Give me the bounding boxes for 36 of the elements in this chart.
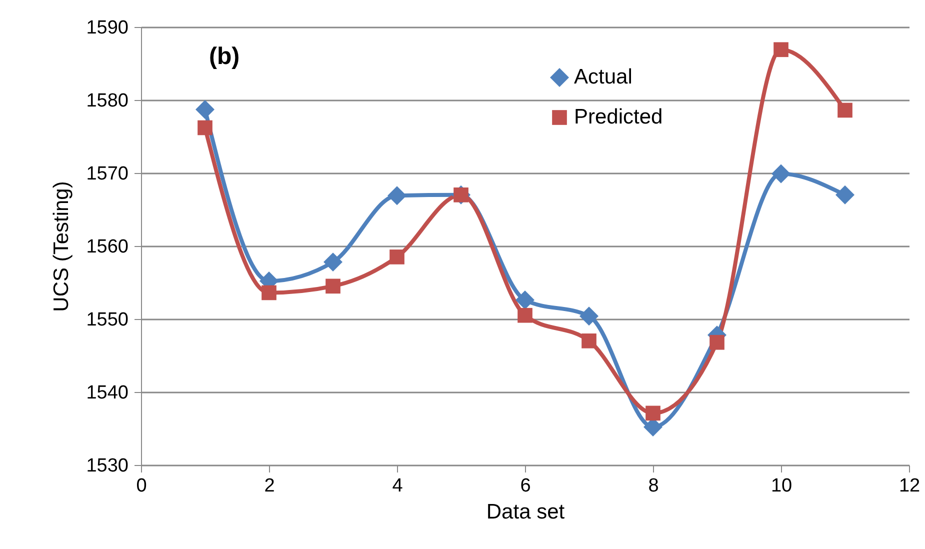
x-tick-label: 4	[392, 476, 404, 496]
x-tick-label: 6	[520, 476, 531, 496]
y-tick-label: 1550	[86, 310, 128, 330]
y-tick-label: 1590	[86, 18, 128, 38]
x-tick-label: 0	[136, 476, 147, 496]
y-tick-label: 1570	[86, 164, 128, 184]
y-tick-label: 1560	[86, 236, 128, 258]
point	[772, 164, 790, 184]
point	[262, 285, 276, 300]
point	[836, 185, 854, 204]
point	[646, 406, 660, 421]
y-axis-title: UCS (Testing)	[50, 181, 74, 312]
legend-label: Predicted	[574, 106, 663, 128]
y-tick-label: 1540	[86, 382, 128, 404]
x-tick-label: 8	[648, 476, 659, 496]
point	[390, 250, 404, 264]
annotation: (b)	[209, 43, 240, 70]
point	[516, 290, 534, 310]
x-tick-label: 12	[898, 476, 920, 496]
point	[710, 334, 724, 350]
x-tick-label: 10	[770, 476, 792, 496]
y-tick-label: 1580	[86, 90, 128, 112]
point	[580, 306, 598, 326]
point	[198, 120, 212, 136]
point	[518, 308, 532, 323]
point	[388, 186, 406, 206]
point	[326, 278, 340, 294]
point	[774, 42, 788, 58]
point	[838, 102, 852, 118]
x-axis-title: Data set	[486, 500, 565, 524]
point	[582, 333, 596, 348]
x-tick-label: 2	[264, 476, 275, 496]
point	[324, 252, 342, 272]
legend-label: Actual	[574, 66, 632, 88]
point	[196, 100, 214, 119]
y-tick-label: 1530	[86, 456, 128, 476]
